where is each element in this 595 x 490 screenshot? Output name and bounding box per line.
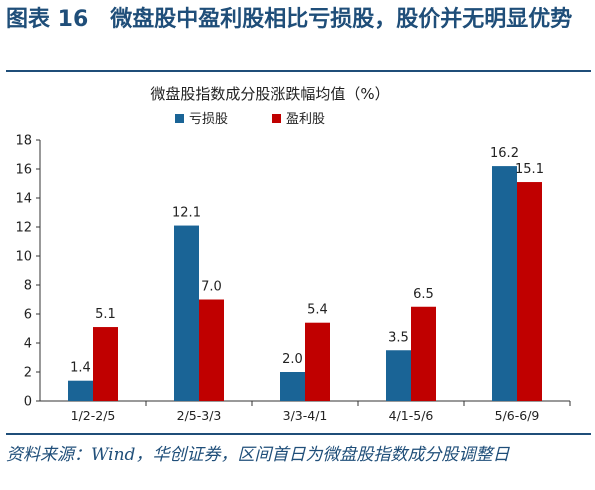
bar xyxy=(174,225,199,401)
data-label: 5.4 xyxy=(307,303,328,318)
bar xyxy=(517,182,542,401)
top-divider xyxy=(6,70,591,72)
source-note: 资料来源：Wind，华创证券，区间首日为微盘股指数成分股调整日 xyxy=(6,445,510,465)
bar xyxy=(93,327,118,401)
x-tick-label: 1/2-2/5 xyxy=(71,408,116,423)
y-tick-label: 6 xyxy=(24,308,32,323)
data-label: 5.1 xyxy=(95,307,116,322)
data-label: 2.0 xyxy=(282,352,303,367)
x-tick-label: 2/5-3/3 xyxy=(177,408,222,423)
y-tick-label: 0 xyxy=(24,395,32,410)
bar xyxy=(280,372,305,401)
figure-title: 图表 16 微盘股中盈利股相比亏损股，股价并无明显优势 xyxy=(6,7,573,32)
bars: 1.4 5.1 12.1 7.0 2.0 5.4 3.5 6.5 16.215.1 xyxy=(68,146,544,401)
bar xyxy=(411,306,436,401)
bottom-divider xyxy=(6,433,591,435)
y-tick-label: 10 xyxy=(15,250,32,265)
y-tick-label: 16 xyxy=(15,163,32,178)
x-tick-label: 5/6-6/9 xyxy=(495,408,540,423)
legend-label: 亏损股 xyxy=(189,112,228,127)
chart-title: 微盘股指数成分股涨跌幅均值（%） xyxy=(150,85,389,103)
legend-label: 盈利股 xyxy=(286,112,325,127)
data-label: 15.1 xyxy=(515,162,544,177)
legend-swatch xyxy=(175,114,184,123)
bar xyxy=(305,322,330,401)
y-tick-label: 2 xyxy=(24,366,32,381)
axes: 0 2 4 6 8 10 12 14 16 18 1/2-2/5 2/5-3/3 3/3-4/1 4/1-… xyxy=(15,134,571,423)
y-tick-label: 18 xyxy=(15,134,32,149)
bar-chart: 微盘股指数成分股涨跌幅均值（%） 亏损股 盈利股 0 2 4 6 8 10 12 14 16 18 1… xyxy=(15,85,571,423)
data-label: 1.4 xyxy=(70,361,91,376)
data-label: 12.1 xyxy=(172,206,201,221)
x-tick-label: 3/3-4/1 xyxy=(283,408,328,423)
data-label: 6.5 xyxy=(413,287,434,302)
x-tick-label: 4/1-5/6 xyxy=(389,408,434,423)
bar xyxy=(386,350,411,401)
legend-swatch xyxy=(272,114,281,123)
bar xyxy=(68,380,93,401)
y-tick-label: 14 xyxy=(15,192,32,207)
legend: 亏损股 盈利股 xyxy=(175,112,325,127)
y-tick-label: 12 xyxy=(15,221,32,236)
y-tick-label: 8 xyxy=(24,279,32,294)
data-label: 3.5 xyxy=(388,330,409,345)
y-tick-label: 4 xyxy=(24,337,32,352)
bar xyxy=(199,299,224,401)
bar xyxy=(492,166,517,401)
data-label: 7.0 xyxy=(201,280,222,295)
data-label: 16.2 xyxy=(490,146,519,161)
